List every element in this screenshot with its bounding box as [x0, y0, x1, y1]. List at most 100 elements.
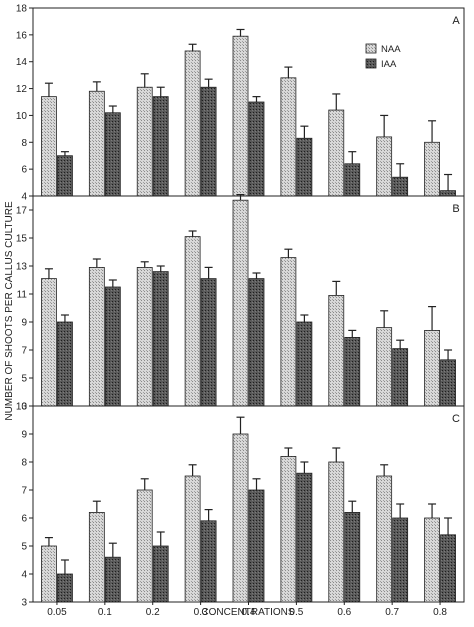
bar-iaa: [152, 545, 169, 603]
x-tick-label: 0.2: [146, 607, 160, 618]
chart-panel-c: 3 4 5 6 7 8 9 10 C 0.05 0.1 0.2 0.3 0.4 0.5 0.6 0.7 0.8: [16, 402, 465, 618]
bar-naa: [328, 109, 345, 197]
bar-naa: [88, 90, 105, 197]
y-tick-label: 8: [21, 138, 27, 149]
y-tick-label: 16: [16, 30, 28, 41]
bar-naa: [88, 266, 105, 407]
bar-iaa: [296, 137, 313, 197]
y-tick-label: 12: [16, 84, 28, 95]
x-tick-label: 0.05: [47, 607, 67, 618]
bar-iaa: [344, 163, 361, 197]
y-tick-label: 6: [21, 514, 27, 525]
x-tick-label: 0.4: [242, 607, 256, 618]
y-tick-label: 6: [21, 165, 27, 176]
bar-iaa: [104, 112, 121, 197]
bar-naa: [136, 489, 153, 603]
y-tick-label: 9: [21, 318, 27, 329]
bar-iaa: [57, 321, 73, 407]
bar-iaa: [344, 512, 361, 603]
bar-iaa: [392, 517, 409, 603]
bar-iaa: [200, 278, 217, 407]
bar-naa: [232, 433, 249, 603]
bar-naa: [280, 455, 297, 603]
legend-swatch-naa: [365, 43, 377, 54]
y-tick-label: 7: [21, 486, 27, 497]
legend-label-iaa: IAA: [381, 59, 397, 70]
bar-iaa: [296, 472, 313, 603]
bar-naa: [136, 86, 153, 197]
bar-naa: [280, 257, 297, 407]
bar-naa: [232, 35, 249, 197]
bar-iaa: [440, 359, 456, 407]
x-tick-label: 0.7: [385, 607, 399, 618]
bar-iaa: [440, 190, 456, 197]
bar-iaa: [392, 176, 409, 197]
bar-iaa: [152, 271, 169, 407]
chart-panel-b: 3 5 7 9 11 13 15 17 B: [16, 194, 465, 413]
bar-naa: [328, 461, 345, 603]
legend-label-naa: NAA: [381, 44, 401, 55]
x-tick-label: 0.6: [337, 607, 351, 618]
bar-iaa: [104, 286, 121, 407]
y-tick-label: 8: [21, 458, 27, 469]
y-tick-label: 7: [21, 346, 27, 357]
bar-naa: [41, 278, 57, 407]
bar-naa: [184, 50, 201, 197]
bar-iaa: [104, 556, 121, 603]
bar-iaa: [392, 348, 409, 407]
y-tick-label: 13: [16, 262, 28, 273]
bar-naa: [424, 517, 440, 603]
y-tick-label: 18: [16, 4, 28, 15]
panel-label: C: [452, 413, 460, 425]
x-axis-label: CONCENTRATIONS: [201, 607, 294, 618]
bar-iaa: [200, 520, 217, 603]
panel-label: B: [452, 203, 459, 215]
bar-iaa: [57, 573, 73, 603]
bar-naa: [232, 199, 249, 407]
bar-iaa: [200, 86, 217, 197]
bar-iaa: [440, 534, 456, 603]
bar-naa: [376, 327, 393, 407]
bar-naa: [184, 236, 201, 407]
bar-naa: [280, 77, 297, 197]
y-tick-label: 5: [21, 542, 27, 553]
x-tick-label: 0.3: [194, 607, 208, 618]
bar-iaa: [344, 336, 361, 407]
bar-naa: [424, 329, 440, 407]
legend-swatch-iaa: [365, 58, 377, 69]
bar-naa: [41, 96, 57, 197]
bar-iaa: [248, 278, 265, 407]
y-tick-label: 4: [21, 570, 27, 581]
y-tick-label: 14: [16, 57, 28, 68]
y-axis-label: NUMBER OF SHOOTS PER CALLUS CULTURE: [4, 201, 15, 421]
bar-iaa: [248, 489, 265, 603]
y-tick-label: 10: [16, 111, 28, 122]
x-tick-label: 0.5: [289, 607, 303, 618]
bar-naa: [376, 475, 393, 603]
x-tick-label: 0.1: [98, 607, 112, 618]
bar-naa: [376, 136, 393, 197]
bar-iaa: [248, 101, 265, 197]
y-tick-label: 17: [16, 206, 28, 217]
y-tick-label: 4: [21, 192, 27, 203]
bar-iaa: [296, 321, 313, 407]
bar-naa: [184, 475, 201, 603]
y-tick-label: 15: [16, 234, 28, 245]
y-tick-label: 11: [17, 290, 28, 301]
bar-naa: [136, 266, 153, 407]
x-tick-label: 0.8: [433, 607, 447, 618]
bar-iaa: [57, 155, 73, 197]
panel-label: A: [452, 15, 460, 27]
bar-naa: [41, 545, 57, 603]
y-tick-label: 9: [21, 430, 27, 441]
panels-layer: 4 6 8 10 12 14 16 18 A NAA IAA 3 5 7 9 11 13 15 17 B 3 4 5 6 7 8 9…: [16, 4, 465, 618]
y-tick-label: 10: [16, 402, 28, 413]
bar-naa: [424, 141, 440, 197]
y-tick-label: 3: [21, 402, 27, 413]
y-tick-label: 3: [21, 598, 27, 609]
bar-naa: [88, 512, 105, 603]
bar-iaa: [152, 96, 169, 197]
chart-panel-a: 4 6 8 10 12 14 16 18 A NAA IAA: [16, 4, 465, 203]
